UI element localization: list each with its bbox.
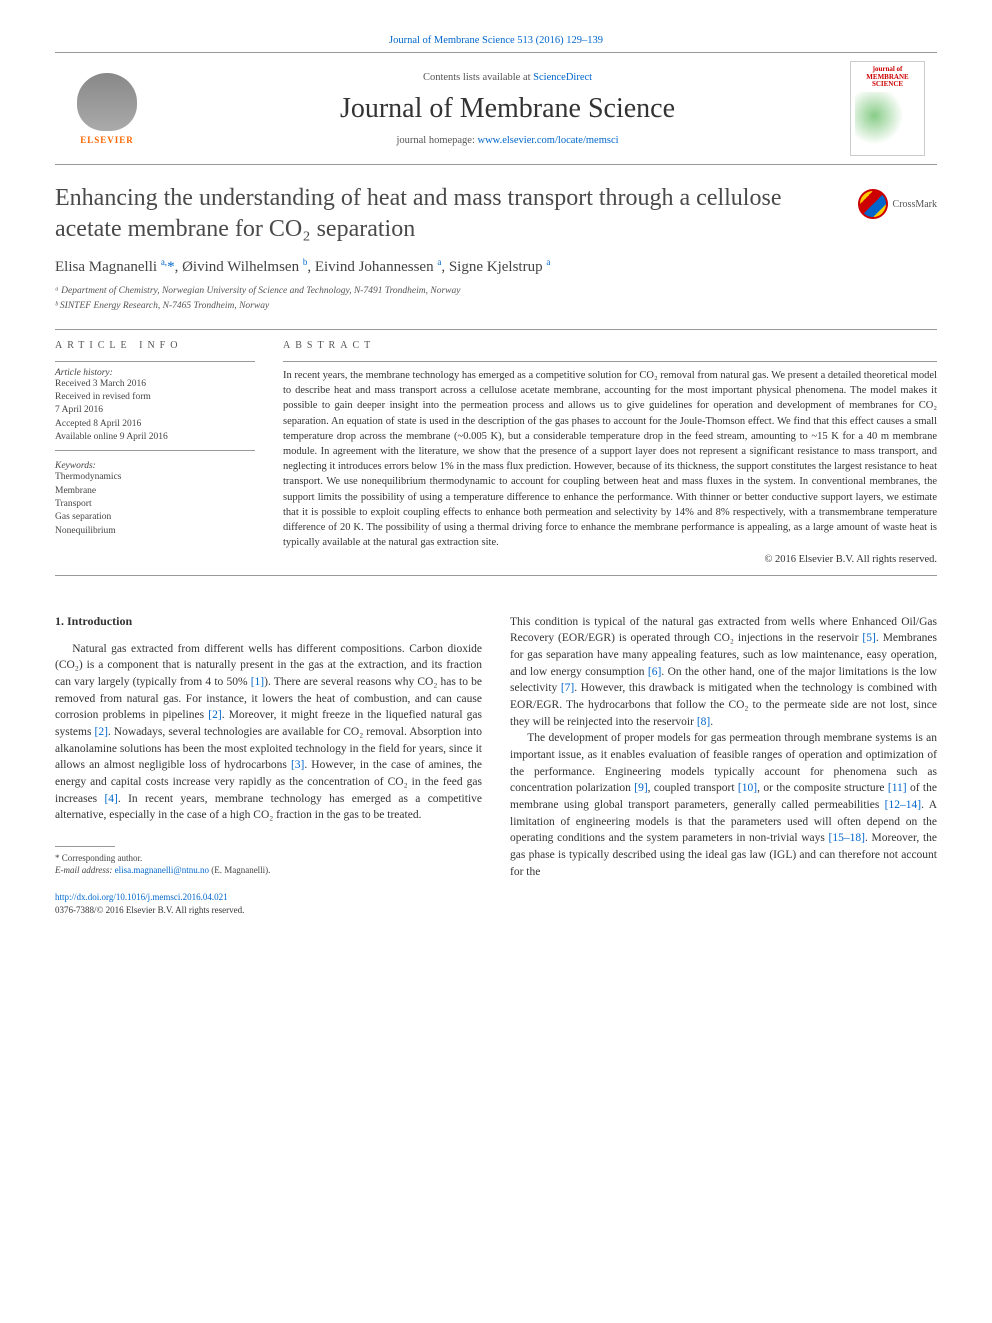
body-columns: 1. Introduction Natural gas extracted fr… bbox=[55, 614, 937, 917]
footer-meta: http://dx.doi.org/10.1016/j.memsci.2016.… bbox=[55, 891, 482, 916]
affiliations: ᵃ Department of Chemistry, Norwegian Uni… bbox=[55, 284, 937, 313]
history-received: Received 3 March 2016 bbox=[55, 378, 255, 391]
abstract-heading: ABSTRACT bbox=[283, 340, 937, 351]
contents-available-text: Contents lists available at bbox=[423, 72, 533, 83]
article-info-column: ARTICLE INFO Article history: Received 3… bbox=[55, 340, 255, 565]
elsevier-logo: ELSEVIER bbox=[67, 64, 147, 154]
keyword-4: Gas separation bbox=[55, 511, 255, 524]
col2-para1: This condition is typical of the natural… bbox=[510, 614, 937, 731]
issn-copyright: 0376-7388/© 2016 Elsevier B.V. All right… bbox=[55, 904, 482, 917]
elsevier-tree-icon bbox=[77, 73, 137, 131]
info-rule-2 bbox=[55, 450, 255, 451]
author-list: Elisa Magnanelli a,*, Øivind Wilhelmsen … bbox=[55, 257, 937, 276]
keyword-2: Membrane bbox=[55, 485, 255, 498]
keywords-label: Keywords: bbox=[55, 461, 255, 471]
footnote-rule bbox=[55, 846, 115, 847]
article-info-heading: ARTICLE INFO bbox=[55, 340, 255, 351]
abstract-copyright: © 2016 Elsevier B.V. All rights reserved… bbox=[283, 554, 937, 565]
sciencedirect-link[interactable]: ScienceDirect bbox=[533, 72, 592, 83]
divider-bottom bbox=[55, 575, 937, 576]
intro-text-col2: This condition is typical of the natural… bbox=[510, 614, 937, 881]
journal-homepage-line: journal homepage: www.elsevier.com/locat… bbox=[165, 135, 850, 146]
keyword-3: Transport bbox=[55, 498, 255, 511]
crossmark-icon bbox=[858, 189, 888, 219]
running-head-citation: Journal of Membrane Science 513 (2016) 1… bbox=[55, 35, 937, 46]
email-author: (E. Magnanelli). bbox=[209, 865, 270, 875]
doi-link[interactable]: http://dx.doi.org/10.1016/j.memsci.2016.… bbox=[55, 892, 228, 902]
homepage-label: journal homepage: bbox=[396, 135, 477, 146]
cover-title: journal of MEMBRANE SCIENCE bbox=[855, 66, 920, 89]
contents-available-line: Contents lists available at ScienceDirec… bbox=[165, 72, 850, 83]
affiliation-a: ᵃ Department of Chemistry, Norwegian Uni… bbox=[55, 284, 937, 298]
affiliation-b: ᵇ SINTEF Energy Research, N-7465 Trondhe… bbox=[55, 299, 937, 313]
corresponding-email-link[interactable]: elisa.magnanelli@ntnu.no bbox=[115, 865, 209, 875]
article-title: Enhancing the understanding of heat and … bbox=[55, 183, 840, 245]
history-revised-date: 7 April 2016 bbox=[55, 404, 255, 417]
intro-text-col1: Natural gas extracted from different wel… bbox=[55, 641, 482, 824]
article-page: Journal of Membrane Science 513 (2016) 1… bbox=[0, 0, 992, 946]
crossmark-label: CrossMark bbox=[893, 199, 937, 210]
info-abstract-row: ARTICLE INFO Article history: Received 3… bbox=[55, 340, 937, 565]
journal-name: Journal of Membrane Science bbox=[165, 93, 850, 125]
masthead-center: Contents lists available at ScienceDirec… bbox=[165, 72, 850, 146]
abstract-rule bbox=[283, 361, 937, 362]
body-column-left: 1. Introduction Natural gas extracted fr… bbox=[55, 614, 482, 917]
crossmark-badge[interactable]: CrossMark bbox=[858, 189, 937, 219]
corresponding-label: * Corresponding author. bbox=[55, 852, 482, 865]
body-column-right: This condition is typical of the natural… bbox=[510, 614, 937, 917]
info-rule bbox=[55, 361, 255, 362]
journal-cover-thumbnail: journal of MEMBRANE SCIENCE bbox=[850, 61, 925, 156]
elsevier-wordmark: ELSEVIER bbox=[80, 135, 134, 145]
col2-para2: The development of proper models for gas… bbox=[510, 730, 937, 880]
divider-top bbox=[55, 329, 937, 330]
homepage-link[interactable]: www.elsevier.com/locate/memsci bbox=[478, 135, 619, 146]
abstract-text: In recent years, the membrane technology… bbox=[283, 368, 937, 551]
keyword-1: Thermodynamics bbox=[55, 471, 255, 484]
history-online: Available online 9 April 2016 bbox=[55, 431, 255, 444]
keyword-5: Nonequilibrium bbox=[55, 525, 255, 538]
history-revised-label: Received in revised form bbox=[55, 391, 255, 404]
abstract-column: ABSTRACT In recent years, the membrane t… bbox=[283, 340, 937, 565]
history-accepted: Accepted 8 April 2016 bbox=[55, 418, 255, 431]
cover-art-icon bbox=[855, 92, 920, 151]
title-row: Enhancing the understanding of heat and … bbox=[55, 183, 937, 245]
corresponding-author-note: * Corresponding author. E-mail address: … bbox=[55, 852, 482, 877]
history-label: Article history: bbox=[55, 368, 255, 378]
email-label: E-mail address: bbox=[55, 865, 115, 875]
masthead-bar: ELSEVIER Contents lists available at Sci… bbox=[55, 52, 937, 165]
col1-para: Natural gas extracted from different wel… bbox=[55, 641, 482, 824]
intro-heading: 1. Introduction bbox=[55, 614, 482, 629]
